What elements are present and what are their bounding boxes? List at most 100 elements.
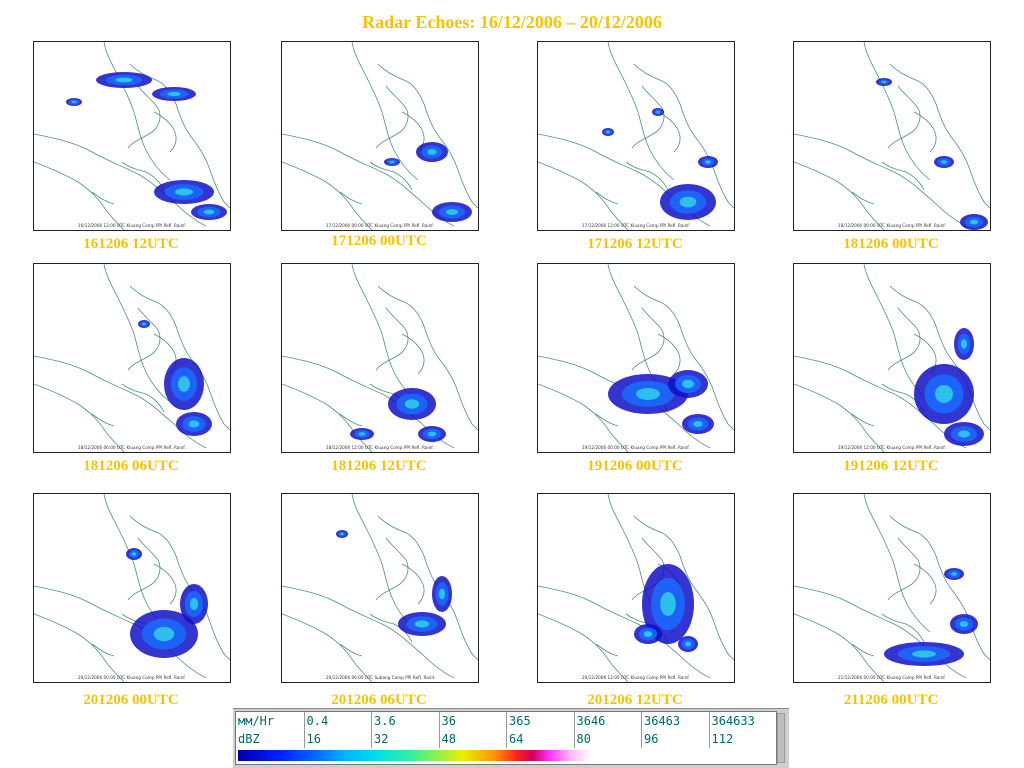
coastline [887,537,921,601]
panel-caption-4: 181206 00UTC [843,236,939,252]
coastline [633,63,715,171]
coastline [369,613,413,643]
radar-echo [427,149,437,155]
radar-echo [446,209,458,215]
radar-echo [961,339,967,349]
radar-map: 18/12/2006 06:00 UTC Kluang Comp PPI Ref… [34,264,230,452]
radar-echo [643,631,653,637]
panel-caption-8: 191206 12UTC [843,458,939,474]
radar-map: 16/12/2006 12:00 UTC Kluang Comp PPI Ref… [34,42,230,230]
coastline [794,133,967,227]
map-footer-text: 19/12/2006 12:00 UTC Kluang Comp PPI Ref… [838,445,946,450]
radar-panel-4: 18/12/2006 00:00 UTC Kluang Comp PPI Ref… [793,41,991,231]
radar-echo [660,592,676,616]
coastline [127,307,161,371]
legend-dbz-value: 80 [573,730,642,748]
coastline [595,643,619,657]
coastline [863,264,931,403]
legend-color-bar [238,750,774,761]
coastline [794,613,885,682]
panel-caption-5: 181206 06UTC [83,458,179,474]
map-footer-text: 18/12/2006 00:00 UTC Kluang Comp PPI Ref… [838,223,946,228]
panel-caption-7: 191206 00UTC [587,458,683,474]
coastline [657,333,681,375]
radar-echo [404,399,420,409]
radar-echo [389,160,395,164]
color-legend: мм/Hr 0.4 3.6 36 365 3646 36463 364633 d… [233,708,789,768]
radar-echo [340,532,344,536]
legend-dbz-value: 64 [506,730,574,748]
coastline [282,613,373,682]
coastline [889,515,971,623]
radar-echo [959,621,969,627]
legend-rain-row: мм/Hr 0.4 3.6 36 365 3646 36463 364633 [236,712,776,730]
coastline [153,563,177,605]
radar-map: 20/12/2006 12:00 UTC Kluang Comp PPI Ref… [538,494,734,682]
radar-echo [606,130,610,134]
coastline [881,161,925,191]
radar-echo [685,641,691,647]
radar-map: 21/12/2006 00:00 UTC Kluang Comp PPI Ref… [794,494,990,682]
legend-dbz-value: 96 [641,730,709,748]
coastline [103,42,171,181]
radar-echo [935,385,953,403]
coastline [34,383,125,452]
coastline [633,515,715,623]
coastline [881,613,925,643]
coastline [913,563,937,605]
coastline [595,413,619,427]
coastline [887,307,921,371]
coastline [91,643,115,657]
coastline [607,42,675,181]
panel-caption-10: 201206 06UTC [331,692,427,708]
map-footer-text: 18/12/2006 12:00 UTC Kluang Comp PPI Ref… [326,445,434,450]
radar-panel-1: 16/12/2006 12:00 UTC Kluang Comp PPI Ref… [33,41,231,231]
coastline [351,42,419,181]
page-title: Radar Echoes: 16/12/2006 – 20/12/2006 [362,12,662,32]
coastline [282,133,455,227]
radar-panel-6: 18/12/2006 12:00 UTC Kluang Comp PPI Ref… [281,263,479,453]
radar-panel-8: 19/12/2006 12:00 UTC Kluang Comp PPI Ref… [793,263,991,453]
coastline [713,621,734,661]
coastline [339,643,363,657]
panel-caption-2: 171206 00UTC [331,233,427,249]
radar-echo [131,552,137,556]
radar-echo [656,110,660,114]
legend-dbz-value: 16 [303,730,372,748]
coastline [851,643,875,657]
coastline [369,161,413,191]
radar-echo [693,421,703,427]
radar-map: 20/12/2006 00:00 UTC Kluang Comp PPI Ref… [34,494,230,682]
legend-dbz-value: 32 [371,730,439,748]
radar-panel-2: 17/12/2006 00:00 UTC Kluang Comp PPI Ref… [281,41,479,231]
map-footer-text: 19/12/2006 00:00 UTC Kluang Comp PPI Ref… [582,445,690,450]
radar-map: 19/12/2006 00:00 UTC Kluang Comp PPI Ref… [538,264,734,452]
radar-echo [414,620,430,628]
map-footer-text: 20/12/2006 00:00 UTC Kluang Comp PPI Ref… [78,675,186,680]
coastline [595,191,619,205]
radar-panel-7: 19/12/2006 00:00 UTC Kluang Comp PPI Ref… [537,263,735,453]
coastline [209,621,230,661]
coastline [121,161,165,191]
legend-scrollbar[interactable] [777,713,785,763]
coastline [209,169,230,209]
legend-rain-value: 3.6 [371,712,439,730]
coastline [863,494,931,633]
radar-echo [167,91,181,97]
legend-rain-value: 3646 [573,712,642,730]
map-footer-text: 18/12/2006 06:00 UTC Kluang Comp PPI Ref… [78,445,186,450]
coastline [339,191,363,205]
radar-panel-3: 17/12/2006 12:00 UTC Kluang Comp PPI Ref… [537,41,735,231]
legend-rain-label: мм/Hr [238,714,275,728]
radar-echo [439,588,445,600]
radar-echo [189,598,199,610]
legend-dbz-label: dBZ [238,732,260,746]
legend-dbz-value: 48 [438,730,507,748]
panel-caption-9: 201206 00UTC [83,692,179,708]
radar-map: 19/12/2006 12:00 UTC Kluang Comp PPI Ref… [794,264,990,452]
radar-echo [188,420,200,428]
radar-panel-5: 18/12/2006 06:00 UTC Kluang Comp PPI Ref… [33,263,231,453]
map-footer-text: 21/12/2006 00:00 UTC Kluang Comp PPI Ref… [838,675,946,680]
coastline [377,63,459,171]
map-footer-text: 20/12/2006 06:00 UTC Subang Comp PPI Ref… [326,675,435,680]
